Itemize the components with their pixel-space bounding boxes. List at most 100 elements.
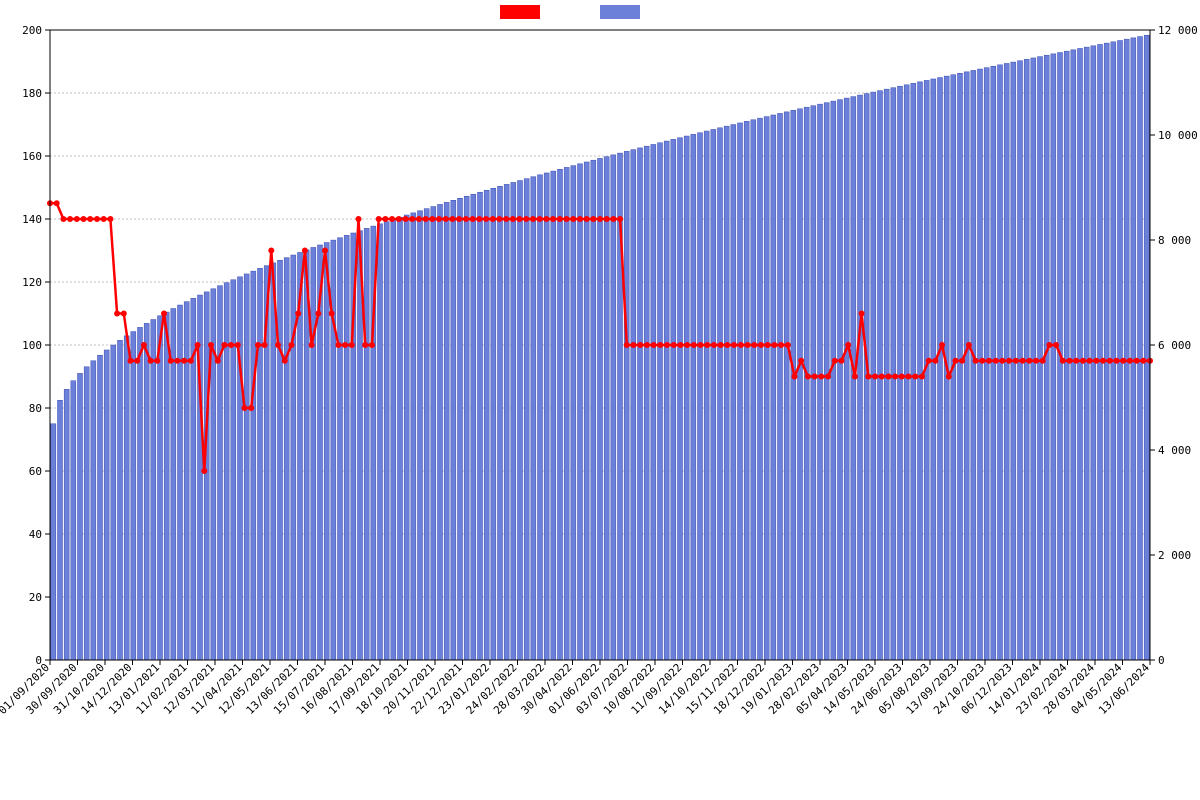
bar xyxy=(538,175,543,660)
bar xyxy=(824,103,829,660)
bar xyxy=(858,95,863,660)
bar xyxy=(164,312,169,660)
line-marker xyxy=(543,216,549,222)
line-marker xyxy=(248,405,254,411)
bar xyxy=(524,179,529,660)
line-marker xyxy=(490,216,496,222)
line-marker xyxy=(443,216,449,222)
line-marker xyxy=(839,358,845,364)
bar xyxy=(838,100,843,660)
bar xyxy=(684,136,689,660)
line-marker xyxy=(429,216,435,222)
line-marker xyxy=(268,248,274,254)
line-marker xyxy=(141,342,147,348)
bar xyxy=(144,323,149,660)
line-marker xyxy=(275,342,281,348)
line-marker xyxy=(342,342,348,348)
line-marker xyxy=(731,342,737,348)
line-marker xyxy=(651,342,657,348)
y-left-tick-label: 20 xyxy=(29,591,42,604)
line-marker xyxy=(577,216,583,222)
line-marker xyxy=(631,342,637,348)
bar xyxy=(844,98,849,660)
line-marker xyxy=(81,216,87,222)
bar xyxy=(731,125,736,660)
line-marker xyxy=(221,342,227,348)
bar xyxy=(911,83,916,660)
bar xyxy=(1084,47,1089,660)
bar xyxy=(1131,38,1136,660)
line-marker xyxy=(1114,358,1120,364)
bar xyxy=(404,215,409,660)
bar xyxy=(1078,48,1083,660)
y-left-tick-label: 40 xyxy=(29,528,42,541)
bar xyxy=(311,247,316,660)
line-marker xyxy=(128,358,134,364)
line-marker xyxy=(476,216,482,222)
line-marker xyxy=(932,358,938,364)
line-marker xyxy=(60,216,66,222)
line-marker xyxy=(557,216,563,222)
line-marker xyxy=(1140,358,1146,364)
bar xyxy=(551,171,556,660)
bar xyxy=(818,104,823,660)
bar xyxy=(584,162,589,660)
line-marker xyxy=(1033,358,1039,364)
chart-svg: 02040608010012014016018020002 0004 0006 … xyxy=(0,0,1200,800)
bar xyxy=(778,113,783,660)
bar xyxy=(224,283,229,660)
bar xyxy=(671,139,676,660)
line-marker xyxy=(979,358,985,364)
line-marker xyxy=(396,216,402,222)
bar xyxy=(738,123,743,660)
line-marker xyxy=(919,374,925,380)
bar xyxy=(271,263,276,660)
bar xyxy=(458,198,463,660)
bar xyxy=(1118,40,1123,660)
bar xyxy=(58,400,63,660)
bar xyxy=(444,202,449,660)
line-marker xyxy=(208,342,214,348)
line-marker xyxy=(255,342,261,348)
line-marker xyxy=(785,342,791,348)
bar xyxy=(278,260,283,660)
line-marker xyxy=(154,358,160,364)
line-marker xyxy=(382,216,388,222)
line-marker xyxy=(215,358,221,364)
line-marker xyxy=(376,216,382,222)
y-left-tick-label: 180 xyxy=(22,87,42,100)
line-marker xyxy=(470,216,476,222)
line-marker xyxy=(584,216,590,222)
bar xyxy=(771,115,776,660)
bar xyxy=(758,118,763,660)
y-right-tick-label: 10 000 xyxy=(1158,129,1198,142)
line-marker xyxy=(946,374,952,380)
line-marker xyxy=(1006,358,1012,364)
line-marker xyxy=(845,342,851,348)
y-left-tick-label: 160 xyxy=(22,150,42,163)
bar xyxy=(244,274,249,660)
line-marker xyxy=(1120,358,1126,364)
y-left-tick-label: 80 xyxy=(29,402,42,415)
bar xyxy=(258,268,263,660)
bar xyxy=(184,302,189,660)
bar xyxy=(711,129,716,660)
line-marker xyxy=(959,358,965,364)
line-marker xyxy=(1046,342,1052,348)
line-marker xyxy=(953,358,959,364)
line-marker xyxy=(523,216,529,222)
line-marker xyxy=(416,216,422,222)
line-marker xyxy=(711,342,717,348)
line-marker xyxy=(188,358,194,364)
line-marker xyxy=(879,374,885,380)
bar xyxy=(518,181,523,660)
line-marker xyxy=(1087,358,1093,364)
line-marker xyxy=(510,216,516,222)
bar xyxy=(438,204,443,660)
bar xyxy=(451,200,456,660)
line-marker xyxy=(1073,358,1079,364)
line-marker xyxy=(906,374,912,380)
line-marker xyxy=(912,374,918,380)
bar xyxy=(91,361,96,660)
line-marker xyxy=(859,311,865,317)
